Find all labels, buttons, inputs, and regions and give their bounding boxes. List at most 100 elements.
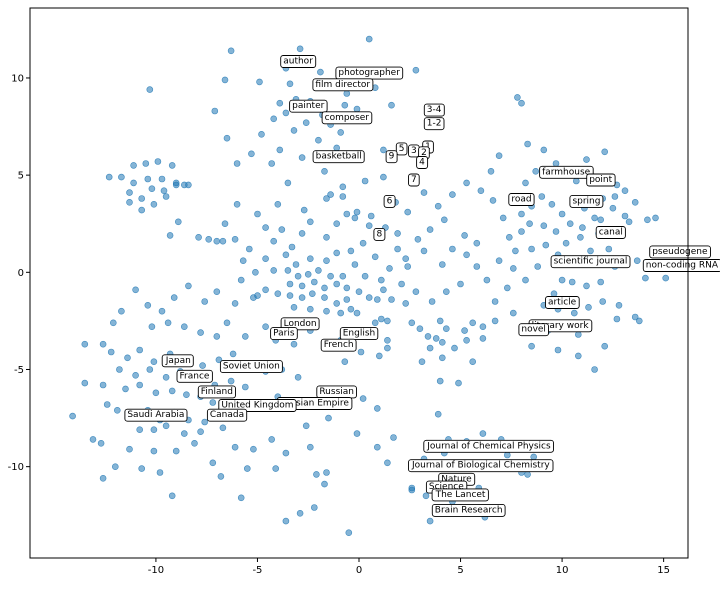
- data-point: [136, 426, 143, 434]
- annotation-text: 2: [421, 148, 427, 158]
- annotation-text: Journal of Chemical Physics: [426, 441, 551, 451]
- data-point: [219, 237, 227, 245]
- data-point: [217, 473, 225, 480]
- data-point: [631, 313, 639, 321]
- data-point: [591, 214, 598, 222]
- data-point: [451, 344, 458, 352]
- data-point: [284, 179, 292, 187]
- data-point: [394, 245, 401, 253]
- annotation-label: basketball: [312, 150, 365, 164]
- data-point: [158, 307, 166, 315]
- data-point: [274, 201, 282, 208]
- data-point: [298, 294, 306, 301]
- data-point: [514, 94, 521, 101]
- data-point: [124, 354, 131, 362]
- data-point: [244, 465, 251, 472]
- data-point: [384, 344, 391, 352]
- data-point: [371, 319, 379, 327]
- data-point: [258, 131, 265, 138]
- annotation-box: [339, 327, 379, 341]
- data-point: [323, 469, 330, 476]
- data-point: [99, 474, 107, 482]
- annotation-text: article: [548, 297, 577, 307]
- annotation-label: Saudi Arabia: [124, 408, 188, 422]
- data-point: [365, 222, 373, 229]
- data-point: [386, 265, 393, 272]
- data-point: [353, 430, 361, 437]
- annotation-label: 6: [383, 194, 396, 208]
- data-point: [152, 389, 160, 397]
- annotation-text: point: [589, 175, 612, 185]
- annotation-box: [270, 327, 298, 341]
- annotation-label: 7: [408, 173, 420, 187]
- data-point: [398, 280, 405, 288]
- annotation-box: [312, 78, 374, 92]
- annotation-text: Russian: [319, 387, 354, 397]
- data-point: [107, 348, 115, 356]
- data-point: [341, 358, 349, 366]
- data-point: [333, 300, 341, 307]
- data-point: [126, 199, 133, 206]
- data-point: [568, 278, 576, 286]
- data-point: [337, 309, 345, 317]
- data-point: [463, 251, 470, 259]
- data-point: [424, 333, 432, 340]
- data-point: [99, 340, 107, 348]
- data-point: [587, 247, 594, 255]
- data-point: [323, 234, 330, 241]
- annotation-box: [197, 385, 236, 399]
- data-point: [540, 222, 548, 229]
- data-point: [246, 245, 253, 253]
- x-tick-label: 0: [356, 565, 362, 576]
- annotation-text: United Kingdom: [221, 400, 293, 410]
- data-point: [341, 101, 349, 109]
- data-point: [613, 315, 621, 323]
- x-tick-label: -10: [148, 565, 164, 576]
- data-point: [384, 336, 391, 344]
- annotation-text: scientific journal: [554, 257, 628, 267]
- annotation-box: [550, 255, 631, 269]
- data-point: [132, 371, 139, 379]
- annotation-label: 1-2: [423, 117, 445, 131]
- data-point: [339, 183, 347, 191]
- data-point: [477, 187, 485, 194]
- data-point: [455, 379, 462, 387]
- annotation-text: Journal of Biological Chemistry: [411, 461, 550, 471]
- data-point: [118, 307, 125, 315]
- data-point: [162, 422, 170, 430]
- data-point: [168, 162, 176, 169]
- data-point: [438, 261, 446, 268]
- data-point: [570, 309, 578, 317]
- data-point: [524, 140, 531, 148]
- data-point: [615, 301, 623, 309]
- data-point: [526, 220, 533, 227]
- annotation-box: [518, 323, 549, 337]
- annotation-label: photographer: [335, 66, 404, 80]
- annotation-box: [569, 194, 604, 208]
- data-point: [495, 152, 503, 159]
- annotation-box: [280, 317, 320, 331]
- data-point: [197, 329, 204, 336]
- data-point: [211, 107, 219, 115]
- data-point: [436, 317, 444, 325]
- annotation-box: [320, 338, 357, 352]
- data-point: [138, 465, 145, 472]
- data-point: [487, 168, 495, 175]
- y-tick-label: 10: [11, 73, 24, 84]
- annotation-label: Journal of Chemical Physics: [423, 439, 554, 453]
- data-point: [518, 210, 525, 218]
- annotation-label: 4: [416, 156, 429, 169]
- annotation-box: [431, 503, 506, 517]
- data-point: [213, 333, 221, 340]
- annotation-label: painter: [289, 99, 328, 113]
- data-point: [463, 179, 470, 187]
- annotation-text: 9: [389, 152, 395, 162]
- data-point: [233, 160, 241, 167]
- data-point: [442, 325, 450, 333]
- annotation-label: pseudogene: [649, 245, 711, 259]
- data-point: [138, 195, 145, 202]
- data-point: [313, 471, 320, 478]
- data-point: [256, 78, 263, 86]
- annotation-text: Canada: [210, 410, 244, 420]
- annotations-layer: author photographer film director painterco…: [124, 55, 720, 517]
